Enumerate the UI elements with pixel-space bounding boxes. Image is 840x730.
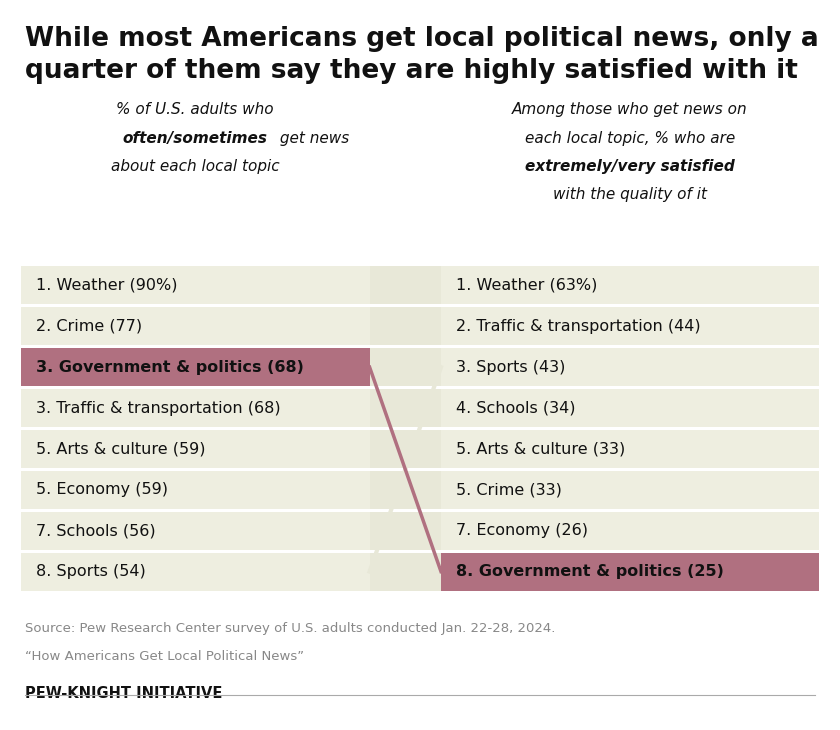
Text: “How Americans Get Local Political News”: “How Americans Get Local Political News”: [25, 650, 304, 663]
Text: 2. Crime (77): 2. Crime (77): [36, 319, 142, 334]
Text: quarter of them say they are highly satisfied with it: quarter of them say they are highly sati…: [25, 58, 798, 85]
Text: each local topic, % who are: each local topic, % who are: [525, 131, 735, 147]
Text: 8. Sports (54): 8. Sports (54): [36, 564, 146, 579]
Text: 1. Weather (90%): 1. Weather (90%): [36, 278, 177, 293]
Text: 8. Government & politics (25): 8. Government & politics (25): [456, 564, 724, 579]
Text: 1. Weather (63%): 1. Weather (63%): [456, 278, 597, 293]
Text: about each local topic: about each local topic: [111, 159, 280, 174]
Text: often/sometimes: often/sometimes: [123, 131, 268, 147]
Text: PEW-KNIGHT INITIATIVE: PEW-KNIGHT INITIATIVE: [25, 686, 223, 702]
Text: 5. Economy (59): 5. Economy (59): [36, 483, 168, 497]
Text: 3. Traffic & transportation (68): 3. Traffic & transportation (68): [36, 401, 281, 415]
Text: get news: get news: [276, 131, 349, 147]
Text: Among those who get news on: Among those who get news on: [512, 102, 748, 118]
Text: with the quality of it: with the quality of it: [553, 187, 707, 202]
Text: 2. Traffic & transportation (44): 2. Traffic & transportation (44): [456, 319, 701, 334]
Text: 5. Arts & culture (59): 5. Arts & culture (59): [36, 442, 206, 456]
Text: While most Americans get local political news, only a: While most Americans get local political…: [25, 26, 819, 52]
Text: 7. Economy (26): 7. Economy (26): [456, 523, 588, 538]
Text: 3. Government & politics (68): 3. Government & politics (68): [36, 360, 304, 374]
Text: 4. Schools (34): 4. Schools (34): [456, 401, 575, 415]
Text: 5. Arts & culture (33): 5. Arts & culture (33): [456, 442, 625, 456]
Text: Source: Pew Research Center survey of U.S. adults conducted Jan. 22-28, 2024.: Source: Pew Research Center survey of U.…: [25, 622, 555, 635]
Text: extremely/very satisfied: extremely/very satisfied: [525, 159, 735, 174]
Text: 7. Schools (56): 7. Schools (56): [36, 523, 155, 538]
Text: % of U.S. adults who: % of U.S. adults who: [117, 102, 274, 118]
Text: 5. Crime (33): 5. Crime (33): [456, 483, 562, 497]
Text: 3. Sports (43): 3. Sports (43): [456, 360, 565, 374]
